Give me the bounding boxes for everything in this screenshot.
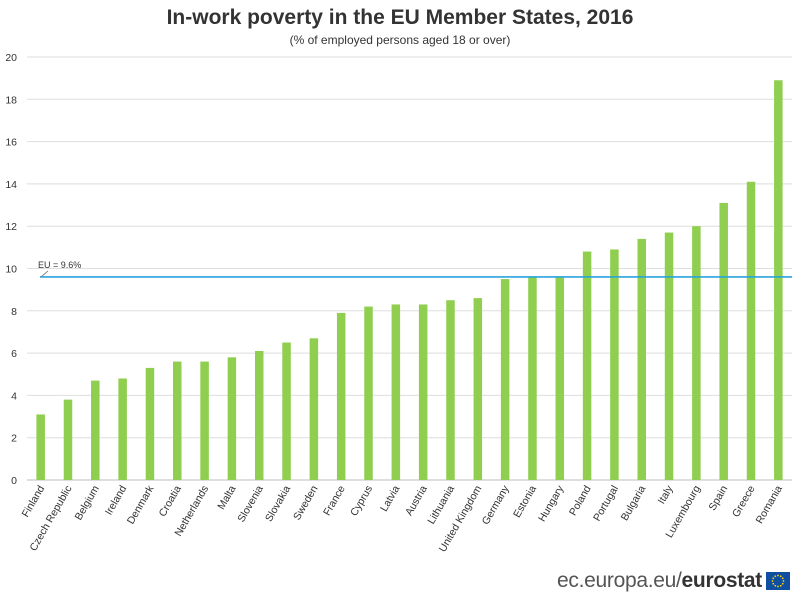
chart-title: In-work poverty in the EU Member States,… <box>166 6 634 29</box>
x-category-label: Slovakia <box>263 483 293 524</box>
flag-star <box>774 575 777 578</box>
flag-star <box>781 577 784 580</box>
footer-brand-text: eurostat <box>681 569 763 592</box>
bar <box>418 304 428 480</box>
bars <box>36 80 783 480</box>
y-tick-label: 0 <box>11 475 17 487</box>
x-category-label: Croatia <box>157 483 184 518</box>
x-category-label: Belgium <box>73 483 102 522</box>
bar <box>719 202 728 480</box>
eu-average-leader <box>40 270 49 278</box>
x-category-label: Hungary <box>536 483 567 524</box>
bar <box>774 80 783 480</box>
eu-flag-icon <box>766 572 790 590</box>
source-footer: ec.europa.eu/ eurostat <box>557 569 790 593</box>
bar <box>746 181 756 480</box>
bar <box>582 251 592 480</box>
x-category-label: Slovenia <box>235 483 266 524</box>
y-tick-label: 16 <box>5 137 17 149</box>
x-category-label: Romania <box>754 483 785 526</box>
x-category-label: France <box>321 483 348 517</box>
bar <box>227 357 237 480</box>
bar <box>118 378 127 480</box>
x-category-label: Malta <box>215 483 238 511</box>
bar <box>145 367 155 480</box>
bar <box>637 238 646 480</box>
bar <box>555 276 565 480</box>
y-tick-label: 8 <box>11 306 17 318</box>
x-category-label: Sweden <box>291 483 320 522</box>
bar <box>91 380 100 480</box>
bar <box>500 279 510 480</box>
x-category-label: Austria <box>403 483 430 517</box>
bar <box>309 338 319 480</box>
x-category-label: Ireland <box>103 483 130 517</box>
flag-star <box>772 577 775 580</box>
bar <box>664 232 674 480</box>
eu-average-label: EU = 9.6% <box>38 260 81 270</box>
footer-domain-text: ec.europa.eu/ <box>557 569 682 592</box>
x-category-label: Finland <box>20 483 48 519</box>
flag-star <box>771 580 774 582</box>
bar <box>391 304 401 480</box>
x-category-label: Portugal <box>591 484 621 524</box>
bar <box>336 312 346 480</box>
bar <box>63 399 73 480</box>
bar <box>446 300 455 480</box>
x-category-label: Cyprus <box>348 484 375 519</box>
bar <box>473 298 483 480</box>
y-axis-tick-labels: 0 2 4 6 8 10 12 14 16 18 20 <box>5 52 17 487</box>
bar <box>254 350 264 480</box>
flag-star <box>779 575 782 578</box>
x-category-label: Poland <box>567 483 594 517</box>
flag-star <box>774 584 777 587</box>
y-tick-label: 18 <box>5 94 17 106</box>
x-category-label: Italy <box>656 483 676 506</box>
flag-star <box>777 574 779 577</box>
y-tick-label: 20 <box>5 52 17 64</box>
bar <box>200 361 209 480</box>
bar <box>173 361 182 480</box>
flag-star <box>782 580 785 582</box>
bar <box>364 306 373 480</box>
bar <box>528 276 537 480</box>
x-category-label: Greece <box>730 483 758 519</box>
chart-subtitle: (% of employed persons aged 18 or over) <box>289 33 511 47</box>
y-tick-label: 2 <box>11 433 17 445</box>
x-category-label: Estonia <box>511 483 539 519</box>
y-tick-label: 10 <box>5 264 17 276</box>
bar <box>692 226 701 480</box>
bar <box>36 414 45 480</box>
y-tick-label: 6 <box>11 348 17 360</box>
x-category-label: Latvia <box>378 483 402 513</box>
flag-star <box>781 582 784 585</box>
y-tick-label: 4 <box>11 390 17 402</box>
bar <box>282 342 291 480</box>
bar <box>610 249 619 480</box>
y-tick-label: 12 <box>5 221 17 233</box>
flag-star <box>777 585 779 588</box>
eu-average-reference: EU = 9.6% <box>38 260 792 278</box>
x-category-label: Bulgaria <box>619 483 649 523</box>
x-category-label: Spain <box>706 483 730 512</box>
x-category-label: Germany <box>480 483 512 527</box>
flag-star <box>772 582 775 585</box>
flag-star <box>779 584 782 587</box>
y-tick-label: 14 <box>5 179 17 191</box>
x-category-label: Denmark <box>125 483 157 527</box>
grid-lines <box>27 56 792 481</box>
